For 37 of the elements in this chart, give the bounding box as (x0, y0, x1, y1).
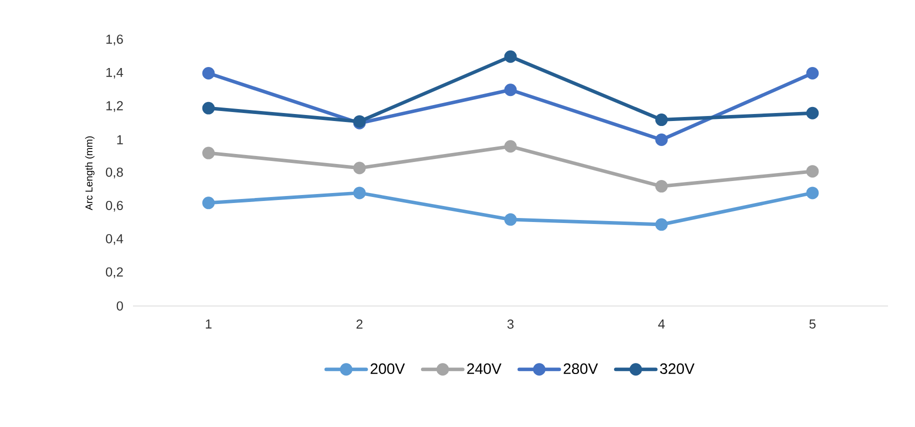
x-tick-label: 2 (356, 320, 362, 329)
point (806, 186, 819, 200)
legend-label: 240V (467, 363, 502, 374)
point (806, 106, 819, 120)
point (353, 162, 366, 174)
y-tick-label: 1,6 (106, 34, 123, 46)
point (655, 114, 668, 126)
y-tick-label: 0 (116, 301, 123, 311)
point (806, 66, 819, 80)
y-tick-label: 0,2 (106, 267, 123, 278)
legend-label: 200V (370, 363, 405, 374)
point (655, 180, 668, 193)
y-tick-label: 0,4 (106, 234, 124, 245)
y-tick-label: 1 (117, 135, 123, 144)
y-tick-label: 0,6 (106, 200, 123, 212)
x-tick-label: 4 (658, 320, 665, 328)
x-tick-label: 3 (507, 320, 514, 329)
y-tick-label: 0,8 (106, 168, 123, 178)
legend-label: 280V (564, 363, 598, 374)
point (202, 196, 215, 210)
point (504, 140, 517, 153)
y-axis-title: Arc Length (mm) (85, 136, 94, 210)
legend-label: 320V (660, 363, 694, 374)
point (202, 66, 215, 80)
point (806, 165, 819, 178)
y-tick-label: 1,4 (106, 68, 124, 79)
point (504, 84, 517, 96)
point (655, 218, 668, 231)
y-tick-label: 1,2 (106, 101, 123, 112)
x-tick-label: 5 (809, 320, 816, 329)
point (353, 186, 366, 200)
point (202, 146, 215, 160)
x-tick-label: 1 (206, 320, 212, 328)
point (202, 102, 215, 114)
point (504, 213, 517, 226)
point (655, 133, 668, 146)
point (504, 50, 517, 63)
